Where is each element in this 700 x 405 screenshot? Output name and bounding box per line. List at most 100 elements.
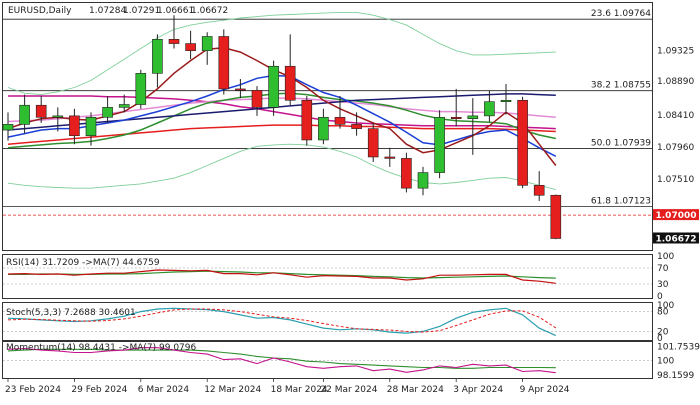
candle-body-1 [19, 104, 30, 125]
candle-29 [484, 90, 495, 122]
moving-averages [7, 47, 557, 166]
ma-green-line [7, 92, 556, 149]
candle-11 [185, 30, 196, 60]
candle-12 [201, 32, 213, 65]
last-price-tag-bg [653, 232, 699, 244]
candle-31 [517, 96, 528, 189]
fib-label-2: 50.0 1.07939 [591, 139, 651, 149]
candle-body-9 [152, 39, 163, 74]
momentum-panel-frame [2, 341, 653, 379]
candle-13 [218, 29, 230, 95]
candle-5 [85, 112, 97, 146]
fib-label-0: 23.6 1.09764 [591, 9, 651, 19]
candle-body-20 [334, 116, 346, 125]
ma-red-line [7, 124, 556, 145]
candle-16 [268, 60, 279, 116]
candle-23 [384, 147, 396, 167]
date-tick-label-4: 18 Mar 2024 [271, 385, 328, 395]
candle-body-8 [135, 73, 147, 105]
stoch-title: Stoch(5,3,3) 7.2688 30.4601 [6, 308, 136, 318]
price-tick-0: 1.09325 [657, 46, 694, 56]
candle-body-27 [450, 116, 462, 120]
fibonacci-labels: 23.6 1.09764 38.2 1.08755 50.0 1.07939 61.8… [591, 9, 651, 206]
rsi-tick-3: 0 [657, 292, 663, 302]
momentum-ma-line [7, 348, 556, 369]
candle-19 [318, 108, 329, 145]
candle-0 [2, 112, 14, 141]
date-tick-label-3: 12 Mar 2024 [204, 385, 261, 395]
stoch-tick-3: 0 [657, 334, 663, 344]
date-tick-label-1: 29 Feb 2024 [71, 385, 127, 395]
candle-30 [500, 83, 512, 115]
support-tag-bg [653, 209, 699, 221]
support-price-tag: 1.07000 [653, 209, 699, 221]
rsi-tick-1: 70 [657, 264, 669, 274]
candle-4 [69, 108, 80, 145]
candle-body-5 [85, 116, 97, 137]
candle-body-3 [52, 115, 64, 118]
candle-body-25 [417, 172, 429, 189]
last-price-tag: 1.06672 [653, 232, 699, 244]
candle-20 [334, 96, 346, 129]
candle-27 [450, 88, 462, 127]
fib-label-3: 61.8 1.07123 [591, 196, 651, 206]
ma-blue-line [7, 74, 557, 157]
candle-15 [251, 86, 263, 116]
fibonacci-levels [3, 18, 652, 216]
momentum-indicator: 101.7539 100 98.1599 [3, 343, 700, 381]
price-tick-1: 1.08890 [657, 77, 694, 87]
stoch-k-line [7, 307, 557, 337]
ma-pink-line [7, 97, 556, 123]
stoch-d-line [7, 308, 557, 333]
candle-body-7 [118, 104, 130, 108]
date-tick-label-0: 23 Feb 2024 [5, 385, 61, 395]
rsi-indicator: 100 70 30 0 [3, 252, 674, 302]
rsi-tick-0: 100 [657, 252, 674, 262]
bollinger-lower-line [7, 143, 556, 191]
date-tick-label-7: 3 Apr 2024 [453, 385, 503, 395]
candle-24 [401, 152, 412, 193]
candle-body-10 [168, 39, 180, 44]
candle-6 [102, 96, 113, 123]
candle-17 [284, 34, 296, 106]
candle-3 [52, 107, 64, 132]
ma-dark-red-line [7, 47, 557, 166]
rsi-panel-frame [2, 254, 653, 299]
candle-body-22 [367, 128, 379, 158]
bollinger-bands [7, 11, 556, 191]
stoch-tick-1: 80 [657, 308, 669, 318]
candle-body-2 [35, 104, 47, 118]
candle-body-0 [2, 124, 14, 131]
date-tick-label-5: 22 Mar 2024 [320, 385, 377, 395]
price-tick-4: 1.07510 [657, 175, 694, 185]
rsi-title: RSI(14) 31.7209 ->MA(7) 44.6759 [6, 258, 160, 268]
candle-body-28 [467, 115, 479, 120]
candle-body-32 [533, 185, 545, 196]
candle-18 [301, 96, 313, 146]
ma-navy-line [7, 93, 556, 131]
candle-body-16 [268, 65, 279, 108]
date-tick-label-6: 28 Mar 2024 [387, 385, 444, 395]
momentum-title: Momentum(14) 98.4431 ->MA(7) 99.0796 [6, 343, 197, 353]
candle-28 [467, 98, 479, 155]
chart-header-symbol: EURUSD,Daily [8, 6, 72, 16]
support-tag-text: 1.07000 [656, 211, 697, 221]
momentum-tick-0: 101.7539 [657, 343, 700, 353]
stoch-panel-frame [2, 302, 653, 341]
candle-33 [550, 194, 562, 240]
price-tick-2: 1.08410 [657, 111, 694, 121]
candle-25 [417, 166, 429, 196]
candle-body-23 [384, 156, 396, 159]
last-price-tag-text: 1.06672 [656, 234, 697, 244]
candle-body-26 [434, 116, 445, 173]
fib-label-1: 38.2 1.08755 [591, 81, 651, 91]
candle-body-15 [251, 90, 263, 108]
momentum-line [7, 347, 556, 374]
candle-body-31 [517, 99, 528, 186]
rsi-tick-2: 30 [657, 280, 669, 290]
date-axis: 23 Feb 2024 29 Feb 2024 6 Mar 2024 12 Mar 2… [5, 378, 570, 395]
candle-14 [235, 79, 246, 99]
